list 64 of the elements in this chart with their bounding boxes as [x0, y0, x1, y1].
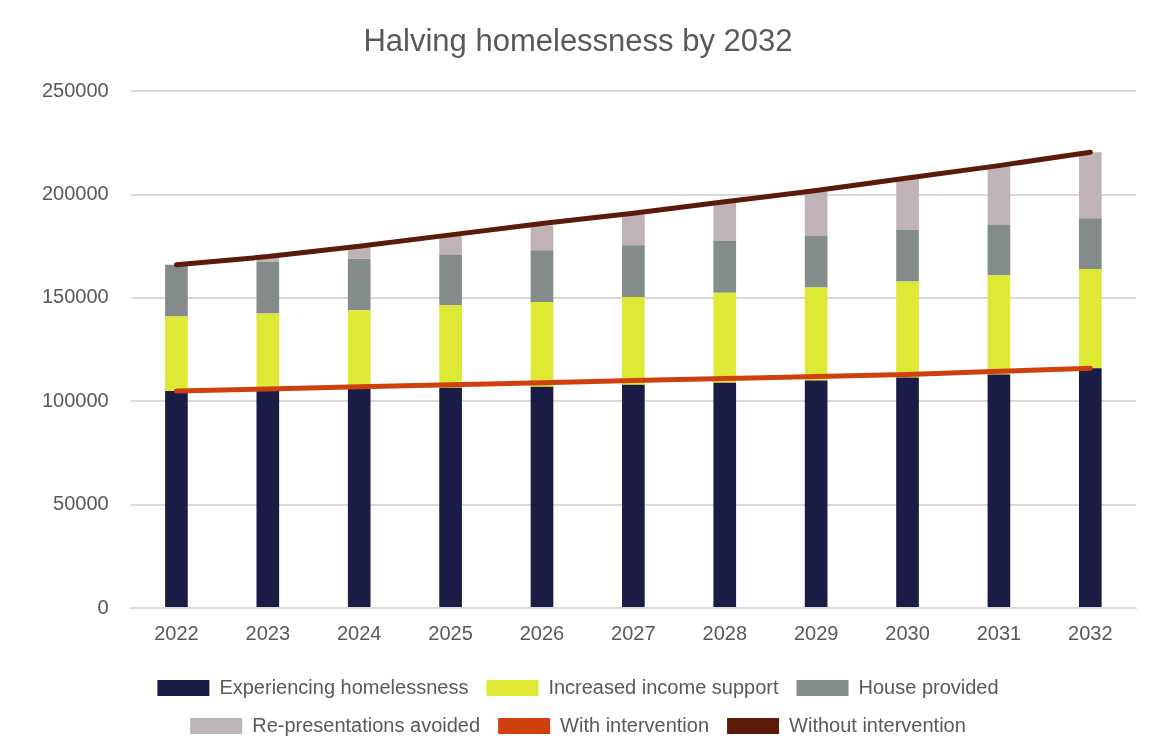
bar — [987, 374, 1011, 607]
x-tick-label: 2029 — [793, 621, 839, 644]
bar — [530, 250, 554, 303]
chart-title: Halving homelessness by 2032 — [363, 23, 793, 59]
legend-label: Re-presentations avoided — [252, 713, 481, 736]
x-tick-label: 2025 — [428, 621, 473, 644]
x-tick-label: 2030 — [885, 621, 930, 644]
bar — [622, 214, 645, 246]
bar — [256, 261, 280, 314]
legend-label: Experiencing homelessness — [219, 675, 469, 698]
bar — [1078, 152, 1102, 219]
bar — [896, 229, 919, 282]
bar — [804, 235, 828, 288]
bar — [530, 386, 554, 607]
legend-label: House provided — [858, 675, 999, 698]
bar — [804, 380, 828, 607]
bar — [622, 245, 645, 297]
bar — [439, 305, 462, 388]
bar — [804, 287, 828, 381]
bar — [530, 302, 554, 387]
bar — [256, 313, 280, 390]
y-tick-label: 100000 — [41, 388, 109, 411]
x-tick-label: 2027 — [611, 621, 656, 644]
x-tick-label: 2032 — [1068, 621, 1113, 644]
bar — [1078, 218, 1102, 269]
bar — [713, 292, 737, 383]
bar — [530, 225, 554, 251]
bar — [896, 179, 919, 230]
bar — [713, 241, 737, 293]
x-tick-label: 2022 — [154, 621, 199, 644]
bar — [713, 382, 737, 607]
bar — [165, 264, 188, 317]
bar — [256, 389, 280, 607]
bar — [347, 258, 371, 311]
bar — [987, 166, 1011, 225]
x-tick-label: 2023 — [245, 621, 291, 644]
y-tick-label: 50000 — [53, 492, 109, 515]
bar — [165, 316, 188, 391]
x-tick-label: 2031 — [976, 621, 1022, 644]
bar — [439, 235, 462, 255]
y-tick-label: 200000 — [41, 182, 109, 205]
bar — [987, 275, 1011, 375]
bar — [804, 191, 828, 236]
y-tick-label: 250000 — [41, 78, 109, 101]
bar — [713, 202, 737, 242]
bar — [1078, 268, 1102, 369]
legend-label: Without intervention — [789, 713, 966, 736]
bar — [987, 224, 1011, 276]
x-tick-label: 2024 — [336, 621, 382, 644]
bar — [165, 390, 188, 607]
legend-label: Increased income support — [548, 675, 779, 698]
bar — [439, 387, 462, 607]
bar — [622, 384, 645, 607]
y-tick-label: 150000 — [41, 285, 109, 308]
bar — [1078, 368, 1102, 607]
x-tick-label: 2028 — [702, 621, 748, 644]
bar — [896, 281, 919, 378]
x-tick-label: 2026 — [519, 621, 565, 644]
legend-label: With intervention — [560, 713, 710, 736]
bar — [896, 377, 919, 607]
bar — [439, 254, 462, 306]
bar — [622, 296, 645, 385]
bar — [347, 388, 371, 607]
y-tick-label: 0 — [97, 595, 109, 618]
